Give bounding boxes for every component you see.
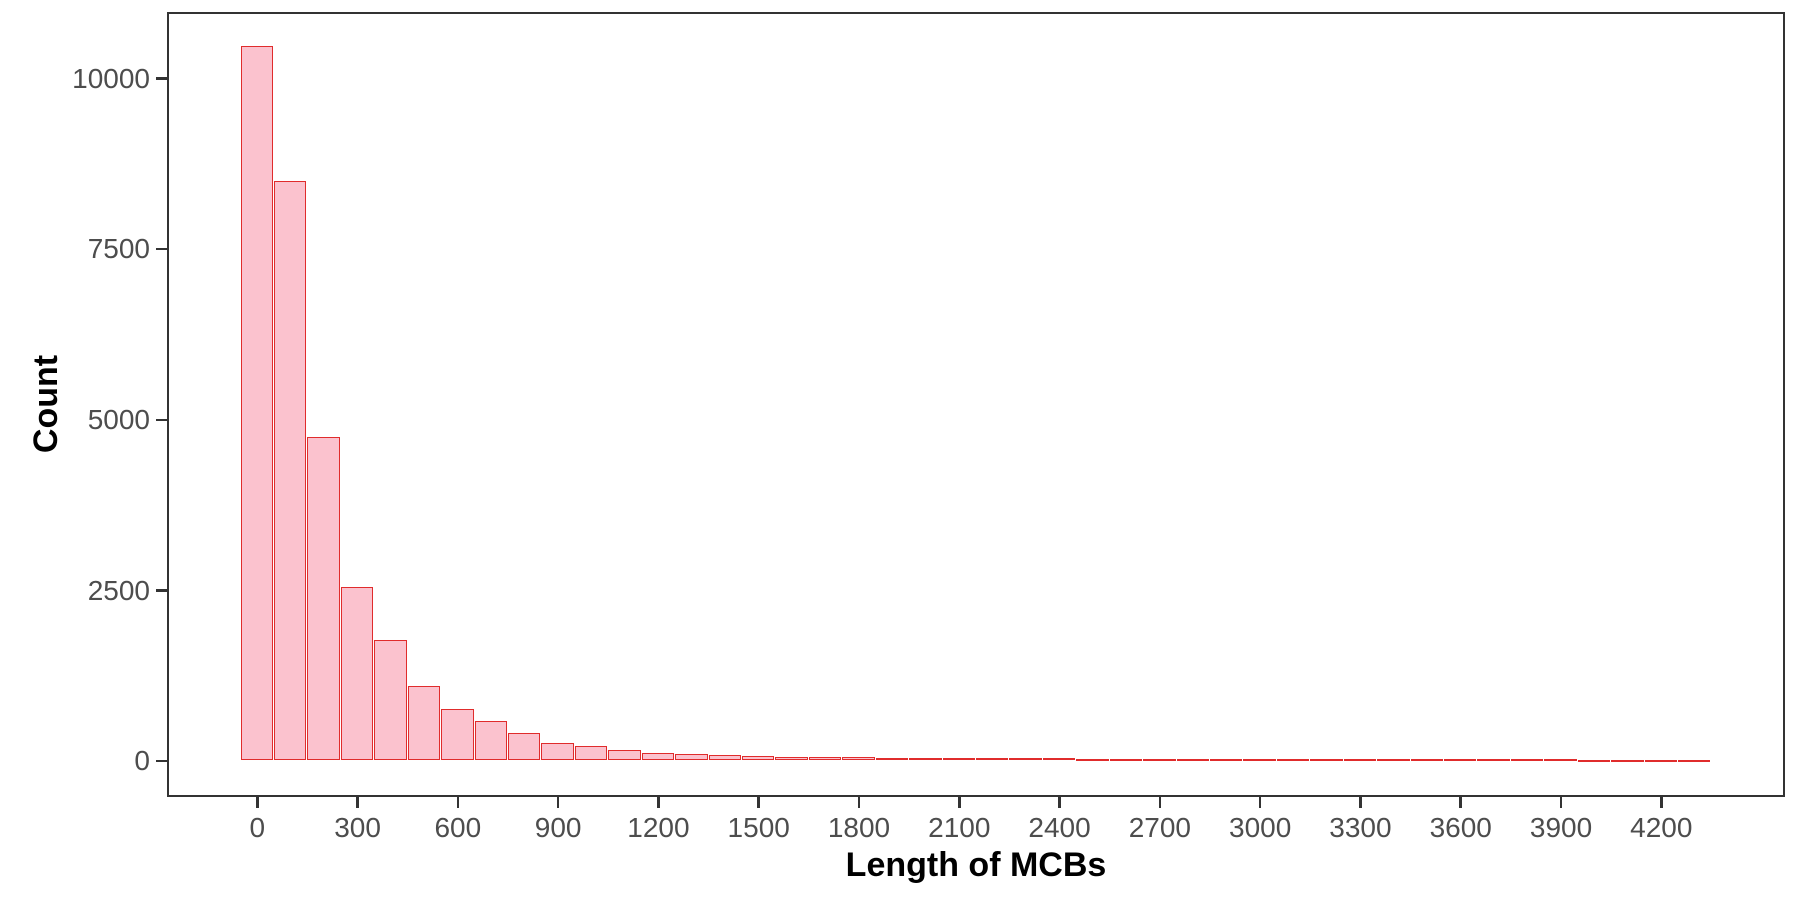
histogram-bar	[1611, 759, 1644, 762]
x-tick-label: 2400	[1028, 812, 1091, 843]
x-tick-mark	[356, 797, 359, 808]
histogram-bar	[1210, 759, 1243, 762]
histogram-bar	[608, 749, 641, 761]
histogram-bar	[808, 756, 842, 761]
histogram-bar	[1410, 759, 1443, 762]
histogram-bar	[842, 757, 875, 761]
histogram-bar	[541, 742, 574, 761]
histogram-bar	[875, 757, 909, 761]
x-tick-mark	[1158, 797, 1162, 808]
x-tick-mark	[1258, 797, 1262, 808]
histogram-bar	[1076, 758, 1109, 761]
histogram-bar	[1143, 758, 1176, 761]
x-tick-mark	[456, 797, 460, 808]
histogram-bar	[1276, 759, 1310, 762]
x-tick-label: 3300	[1329, 812, 1392, 843]
histogram-bar	[374, 639, 407, 761]
x-tick-label: 3600	[1429, 812, 1492, 843]
y-tick-mark	[156, 418, 167, 422]
y-tick-mark	[156, 77, 167, 80]
y-tick-mark	[156, 589, 167, 592]
histogram-bar	[507, 733, 541, 761]
histogram-bar	[741, 755, 775, 761]
histogram-bar	[675, 754, 708, 761]
x-tick-mark	[757, 797, 760, 808]
x-tick-label: 3000	[1228, 812, 1292, 843]
histogram-bar	[307, 437, 340, 761]
histogram-bar	[942, 757, 975, 761]
histogram-bar	[1544, 759, 1577, 762]
histogram-bar	[775, 756, 808, 761]
y-tick-label: 5000	[87, 403, 150, 435]
histogram-bar	[1310, 759, 1343, 762]
plot-panel	[167, 12, 1785, 797]
x-tick-label: 1500	[727, 812, 790, 843]
x-tick-label: 600	[434, 812, 482, 843]
x-tick-label: 0	[249, 812, 266, 843]
histogram-bar	[240, 46, 273, 761]
histogram-bar	[1678, 759, 1711, 762]
histogram-bar	[1243, 759, 1276, 762]
x-tick-mark	[1058, 797, 1061, 808]
x-axis-title: Length of MCBs	[845, 846, 1107, 884]
histogram-bar	[441, 709, 474, 761]
x-tick-mark	[1359, 797, 1362, 808]
histogram-bar	[1510, 759, 1544, 762]
y-tick-label: 0	[134, 745, 150, 777]
histogram-bar	[1644, 759, 1678, 762]
y-tick-mark	[156, 247, 167, 251]
x-tick-label: 1800	[827, 812, 891, 843]
x-tick-label: 1200	[627, 812, 690, 843]
histogram-bar	[1343, 759, 1377, 762]
histogram-bar	[1009, 758, 1042, 761]
histogram-bar	[1109, 758, 1143, 761]
x-tick-label: 300	[334, 812, 381, 843]
histogram-bar	[1377, 759, 1410, 762]
histogram-bar	[641, 752, 675, 761]
x-tick-label: 900	[534, 812, 582, 843]
x-tick-mark	[657, 797, 660, 808]
histogram-bar	[474, 720, 507, 761]
x-tick-label: 4200	[1630, 812, 1693, 843]
x-tick-label: 2700	[1128, 812, 1192, 843]
x-tick-mark	[857, 797, 861, 808]
histogram-bar	[407, 685, 441, 761]
x-tick-mark	[556, 797, 560, 808]
histogram-bar	[708, 755, 741, 761]
histogram-bar	[1577, 759, 1611, 762]
histogram-bar	[273, 180, 307, 761]
x-tick-mark	[1660, 797, 1663, 808]
histogram-bar	[976, 758, 1009, 761]
y-tick-label: 7500	[87, 233, 150, 265]
histogram-bar	[1444, 759, 1477, 762]
histogram-bar	[1042, 758, 1076, 761]
x-tick-mark	[958, 797, 961, 808]
histogram-bar	[340, 586, 374, 761]
histogram-bar	[909, 757, 942, 761]
x-tick-label: 2100	[928, 812, 991, 843]
histogram-bar	[574, 746, 608, 761]
y-tick-label: 2500	[87, 574, 150, 606]
x-tick-label: 3900	[1529, 812, 1593, 843]
x-tick-mark	[1459, 797, 1462, 808]
y-tick-label: 10000	[72, 62, 150, 94]
histogram-bar	[1477, 759, 1510, 762]
y-tick-mark	[156, 759, 167, 763]
histogram-bar	[1176, 758, 1209, 761]
x-tick-mark	[1559, 797, 1563, 808]
x-tick-mark	[256, 797, 259, 808]
